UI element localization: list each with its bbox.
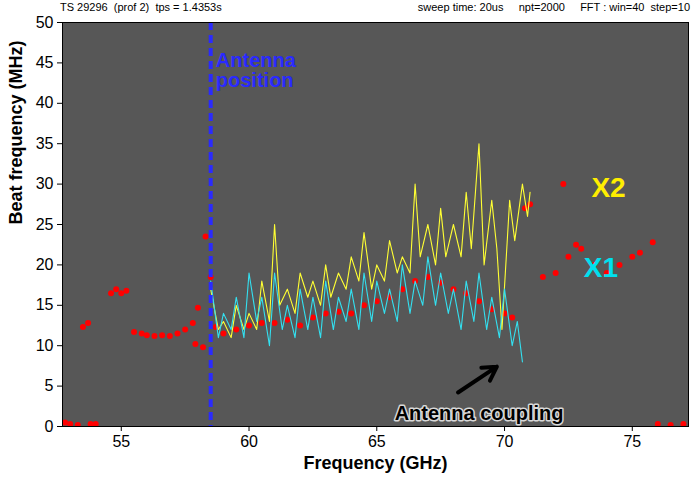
svg-text:45: 45	[36, 54, 54, 71]
svg-text:25: 25	[36, 216, 54, 233]
html-text:TS 29296 (prof 2) tps = 1.4353: TS 29296 (prof 2) tps = 1.4353s	[60, 1, 222, 13]
svg-text:X2: X2	[591, 172, 625, 203]
svg-text:30: 30	[36, 175, 54, 192]
svg-text:Beat frequency (MHz): Beat frequency (MHz)	[6, 40, 26, 224]
svg-text:50: 50	[36, 14, 54, 31]
svg-text:Antennaposition: Antennaposition	[216, 49, 297, 91]
html-text:sweep time: 20us npt=2000 FFT: sweep time: 20us npt=2000 FFT : win=40 s…	[417, 1, 690, 13]
svg-text:5: 5	[45, 377, 54, 394]
svg-text:0: 0	[45, 418, 54, 435]
svg-text:55: 55	[112, 433, 130, 450]
svg-text:15: 15	[36, 296, 54, 313]
svg-text:75: 75	[623, 433, 641, 450]
svg-text:35: 35	[36, 135, 54, 152]
svg-text:20: 20	[36, 256, 54, 273]
svg-text:70: 70	[496, 433, 514, 450]
svg-text:65: 65	[368, 433, 386, 450]
svg-text:60: 60	[240, 433, 258, 450]
svg-text:Antenna coupling: Antenna coupling	[395, 402, 564, 424]
svg-text:40: 40	[36, 94, 54, 111]
svg-text:Frequency (GHz): Frequency (GHz)	[303, 453, 447, 473]
svg-text:10: 10	[36, 337, 54, 354]
svg-text:X1: X1	[584, 252, 618, 283]
